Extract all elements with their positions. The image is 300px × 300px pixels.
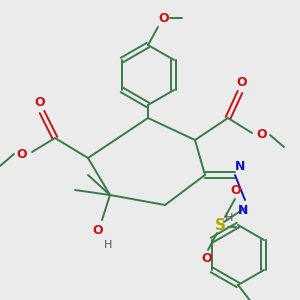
Text: O: O: [159, 11, 169, 25]
Text: O: O: [35, 95, 45, 109]
Text: O: O: [17, 148, 27, 160]
Text: H: H: [104, 240, 112, 250]
Text: S: S: [214, 218, 226, 232]
Text: N: N: [235, 160, 245, 173]
Text: O: O: [237, 76, 247, 88]
Text: N: N: [238, 203, 248, 217]
Text: O: O: [202, 251, 212, 265]
Text: O: O: [93, 224, 103, 238]
Text: O: O: [257, 128, 267, 142]
Text: O: O: [231, 184, 241, 197]
Text: H: H: [225, 213, 233, 223]
